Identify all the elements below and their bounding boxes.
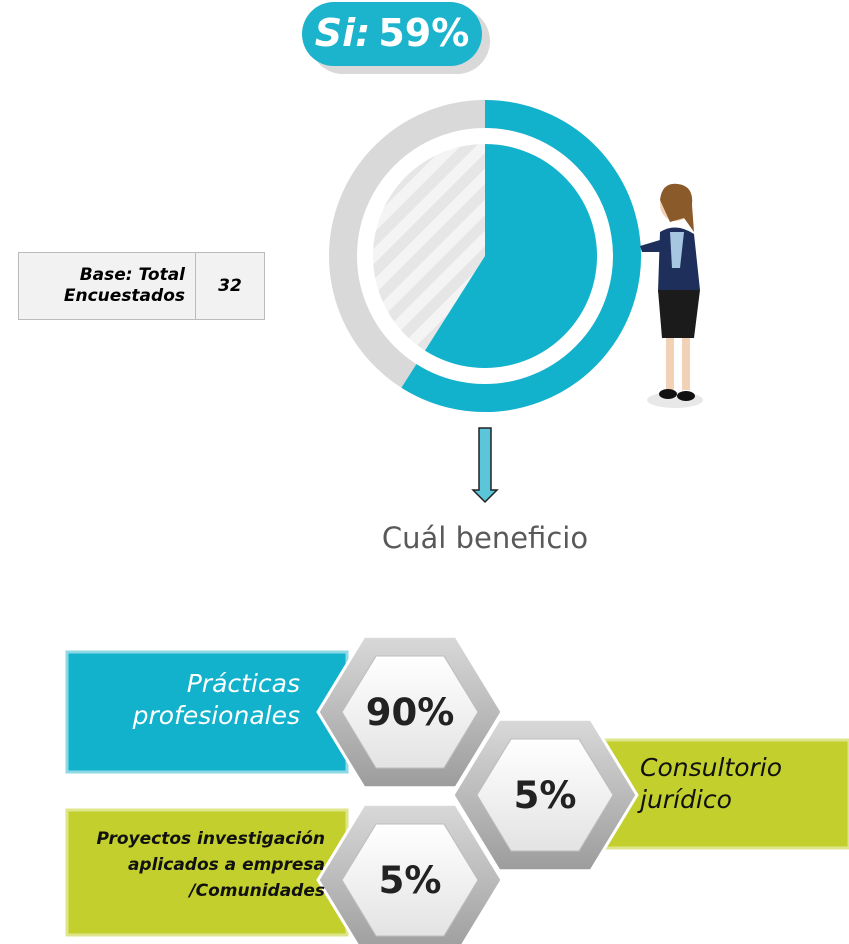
base-value: 32 (196, 253, 264, 319)
arrow (473, 428, 497, 502)
base-table: Base: Total Encuestados 32 (18, 252, 265, 320)
benefit-label: Proyectos investigación aplicados a empr… (40, 826, 325, 904)
header: Si:59% (315, 11, 470, 55)
base-label: Base: Total Encuestados (19, 253, 196, 319)
benefit-value: 90% (366, 691, 455, 734)
infographic: Si:59% Cuál beneficio 90% 5% 5% Base: Tota… (0, 0, 849, 944)
benefit-value: 5% (514, 774, 577, 817)
caption: Cuál beneficio (382, 521, 588, 555)
benefit-value: 5% (379, 859, 442, 902)
header-label: Si: (315, 11, 371, 55)
benefit-label: Consultorio jurídico (640, 752, 820, 816)
benefit-label: Prácticas profesionales (90, 668, 300, 732)
woman-illustration (640, 184, 703, 408)
header-value: 59% (378, 11, 469, 55)
